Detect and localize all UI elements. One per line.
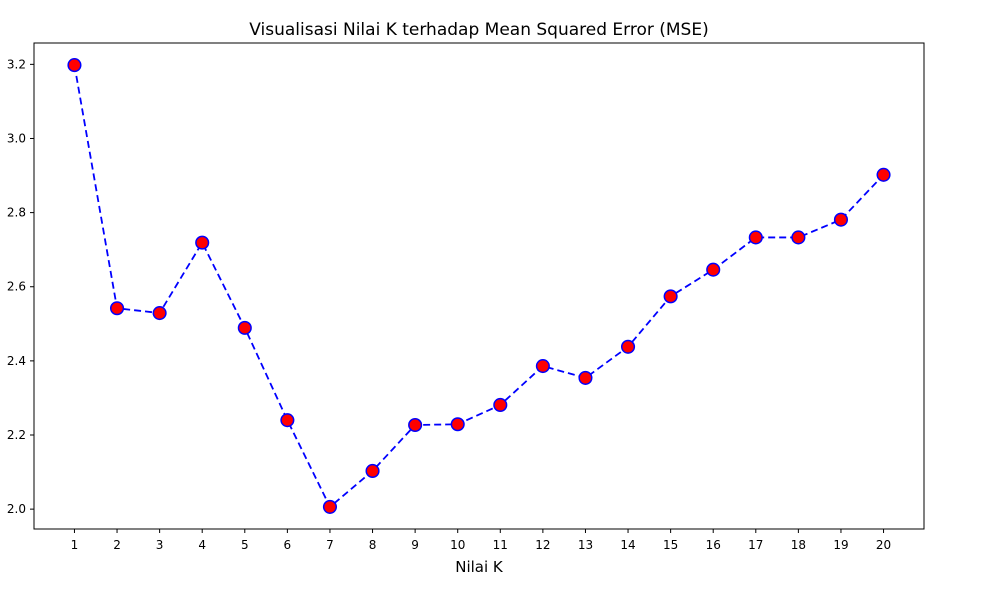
x-tick-label: 3 — [156, 538, 164, 552]
data-point-k14 — [620, 339, 636, 354]
data-point-k13 — [578, 370, 593, 385]
data-point-k12 — [535, 359, 550, 374]
data-point-k6 — [280, 413, 295, 428]
data-point-k5 — [237, 320, 252, 335]
x-tick-label: 15 — [663, 538, 678, 552]
data-point-k4 — [195, 235, 210, 250]
y-tick-label: 3.2 — [7, 57, 26, 71]
x-tick-label: 5 — [241, 538, 249, 552]
plot-area-frame — [33, 42, 925, 530]
x-tick-label: 10 — [450, 538, 465, 552]
y-tick-label: 2.0 — [7, 502, 26, 516]
y-axis-ticks: 2.0 2.2 2.4 2.6 2.8 3.0 3.2 — [7, 57, 34, 516]
chart-title: Visualisasi Nilai K terhadap Mean Square… — [249, 20, 708, 40]
x-axis-label: Nilai K — [455, 558, 504, 576]
data-point-k1 — [67, 58, 82, 73]
x-tick-label: 7 — [326, 538, 334, 552]
x-tick-label: 9 — [411, 538, 419, 552]
data-point-k17 — [748, 230, 763, 245]
x-tick-label: 18 — [791, 538, 806, 552]
x-tick-label: 16 — [706, 538, 721, 552]
data-point-k9 — [408, 417, 423, 433]
x-tick-label: 8 — [369, 538, 377, 552]
y-tick-label: 2.2 — [7, 428, 26, 442]
y-tick-label: 2.8 — [7, 206, 26, 220]
data-point-k11 — [493, 397, 508, 413]
y-tick-label: 2.6 — [7, 280, 26, 294]
data-point-k15 — [663, 289, 678, 304]
series-layer — [67, 58, 891, 514]
data-point-k19 — [833, 212, 849, 227]
data-point-k18 — [791, 230, 806, 245]
x-tick-label: 19 — [833, 538, 848, 552]
data-point-k8 — [365, 463, 380, 479]
x-tick-label: 14 — [620, 538, 635, 552]
x-tick-label: 2 — [113, 538, 121, 552]
data-point-k7 — [322, 499, 338, 514]
x-axis-ticks: 1 2 3 4 5 6 7 8 9 10 11 12 13 14 15 16 17 18 19 20 — [71, 529, 891, 552]
series-line — [73, 64, 885, 509]
x-tick-label: 20 — [876, 538, 891, 552]
data-point-k3 — [152, 306, 167, 321]
y-tick-label: 2.4 — [7, 354, 26, 368]
data-point-k2 — [109, 301, 125, 316]
x-tick-label: 17 — [748, 538, 763, 552]
y-tick-label: 3.0 — [7, 131, 26, 145]
data-point-k16 — [706, 262, 721, 277]
x-tick-label: 11 — [493, 538, 508, 552]
x-tick-label: 6 — [284, 538, 292, 552]
x-tick-label: 12 — [535, 538, 550, 552]
x-tick-label: 13 — [578, 538, 593, 552]
data-point-k20 — [876, 167, 891, 182]
x-tick-label: 4 — [198, 538, 206, 552]
data-point-k10 — [450, 417, 465, 432]
x-tick-label: 1 — [71, 538, 79, 552]
